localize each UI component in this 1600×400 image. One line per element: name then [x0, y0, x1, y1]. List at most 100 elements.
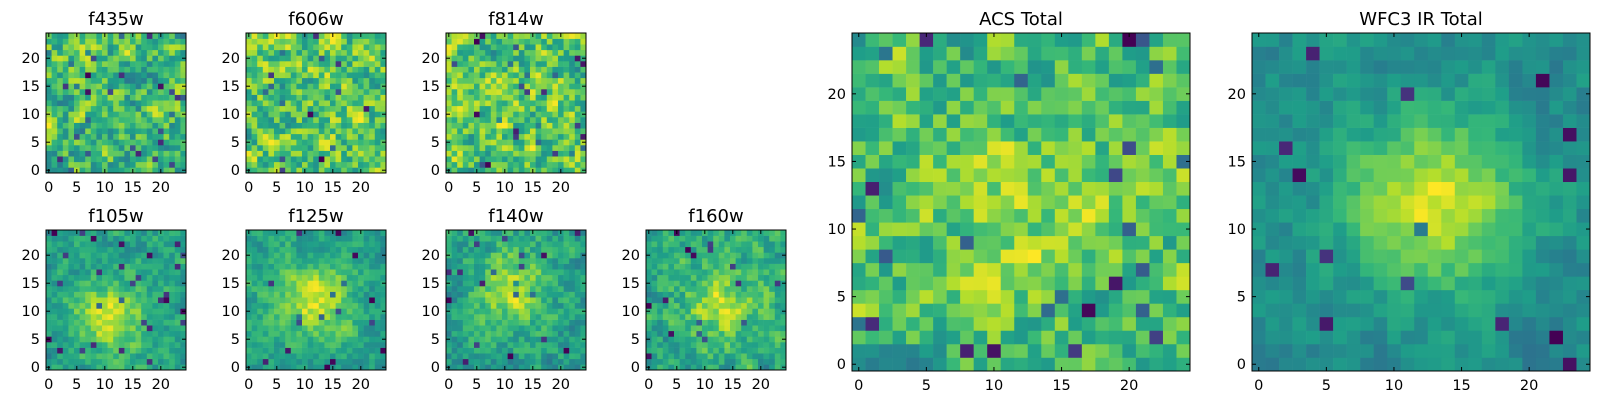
heatmap-cell — [485, 122, 492, 129]
heatmap-cell — [302, 353, 308, 360]
heatmap-cell — [468, 77, 475, 84]
heatmap-cell — [158, 347, 164, 354]
heatmap-cell — [51, 100, 58, 107]
heatmap-cell — [313, 364, 320, 371]
heatmap-cell — [1041, 289, 1056, 304]
heatmap-cell — [352, 280, 359, 287]
heatmap-cell — [279, 145, 286, 151]
heatmap-cell — [46, 128, 52, 135]
heatmap-cell — [474, 297, 480, 304]
heatmap-cell — [496, 38, 503, 45]
heatmap-cell — [279, 33, 286, 39]
heatmap-cell — [302, 128, 308, 135]
heatmap-cell — [251, 342, 258, 348]
heatmap-cell — [290, 235, 297, 242]
heatmap-cell — [685, 258, 692, 264]
heatmap-cell — [262, 77, 269, 84]
heatmap-cell — [690, 241, 697, 248]
heatmap-cell — [358, 308, 364, 315]
heatmap-cell — [330, 246, 336, 253]
heatmap-cell — [674, 286, 680, 292]
heatmap-cell — [563, 83, 570, 90]
heatmap-cell — [268, 38, 275, 45]
heatmap-cell — [369, 342, 376, 348]
heatmap-cell — [1054, 357, 1069, 372]
heatmap-cell — [85, 156, 92, 163]
heatmap-cell — [563, 297, 570, 304]
heatmap-cell — [274, 66, 280, 73]
heatmap-cell — [279, 161, 286, 168]
heatmap-cell — [502, 252, 508, 259]
y-tick-label: 20 — [222, 51, 240, 67]
heatmap-cell — [330, 111, 336, 118]
heatmap-cell — [130, 325, 136, 332]
heatmap-cell — [130, 330, 136, 337]
heatmap-cell — [662, 286, 669, 292]
heatmap-cell — [574, 314, 581, 320]
heatmap-cell — [474, 235, 480, 242]
heatmap-cell — [446, 314, 452, 320]
heatmap-cell — [330, 336, 336, 343]
heatmap-cell — [124, 111, 131, 118]
heatmap-cell — [496, 280, 503, 287]
heatmap-cell — [906, 168, 920, 183]
heatmap-cell — [535, 49, 542, 56]
heatmap-cell — [358, 336, 364, 343]
heatmap-cell — [724, 330, 731, 337]
heatmap-cell — [468, 105, 475, 112]
heatmap-cell — [563, 100, 570, 107]
heatmap-cell — [563, 319, 570, 326]
heatmap-cell — [679, 330, 686, 337]
heatmap-cell — [535, 117, 542, 123]
heatmap-cell — [268, 235, 275, 242]
heatmap-cell — [563, 241, 570, 248]
heatmap-cell — [662, 325, 669, 332]
heatmap-cell — [268, 72, 275, 79]
heatmap-cell — [118, 61, 125, 67]
heatmap-cell — [152, 274, 159, 281]
heatmap-cell — [879, 289, 893, 304]
heatmap-cell — [307, 105, 314, 112]
heatmap-cell — [946, 154, 961, 169]
heatmap-cell — [546, 246, 553, 253]
heatmap-cell — [541, 263, 548, 270]
heatmap-cell — [1014, 235, 1029, 250]
heatmap-cell — [113, 61, 120, 67]
heatmap-cell — [496, 156, 503, 163]
heatmap-cell — [546, 55, 553, 62]
heatmap-cell — [451, 94, 458, 101]
heatmap-cell — [96, 117, 103, 123]
heatmap-cell — [180, 274, 187, 281]
heatmap-cell — [541, 353, 548, 360]
heatmap-cell — [960, 181, 974, 196]
heatmap-cell — [90, 274, 97, 281]
heatmap-cell — [1041, 168, 1056, 183]
heatmap-cell — [541, 308, 548, 315]
heatmap-cell — [657, 241, 664, 248]
heatmap-cell — [746, 230, 753, 236]
heatmap-cell — [363, 122, 370, 129]
heatmap-cell — [102, 117, 108, 123]
heatmap-cell — [490, 258, 497, 264]
heatmap-cell — [46, 133, 52, 140]
heatmap-cell — [169, 347, 176, 354]
heatmap-cell — [490, 235, 497, 242]
heatmap-cell — [169, 61, 176, 67]
heatmap-cell — [1068, 222, 1083, 237]
heatmap-cell — [68, 325, 75, 332]
heatmap-cell — [274, 263, 280, 270]
heatmap-cell — [57, 358, 64, 365]
heatmap-cell — [62, 364, 69, 371]
heatmap-cell — [479, 72, 486, 79]
heatmap-cell — [302, 122, 308, 129]
heatmap-cell — [158, 94, 164, 101]
heatmap-cell — [302, 117, 308, 123]
heatmap-cell — [290, 133, 297, 140]
heatmap-cell — [251, 72, 258, 79]
heatmap-cell — [724, 297, 731, 304]
heatmap-cell — [474, 133, 480, 140]
heatmap-cell — [246, 291, 252, 298]
heatmap-cell — [62, 235, 69, 242]
heatmap-cell — [987, 249, 1002, 264]
heatmap-cell — [730, 314, 736, 320]
